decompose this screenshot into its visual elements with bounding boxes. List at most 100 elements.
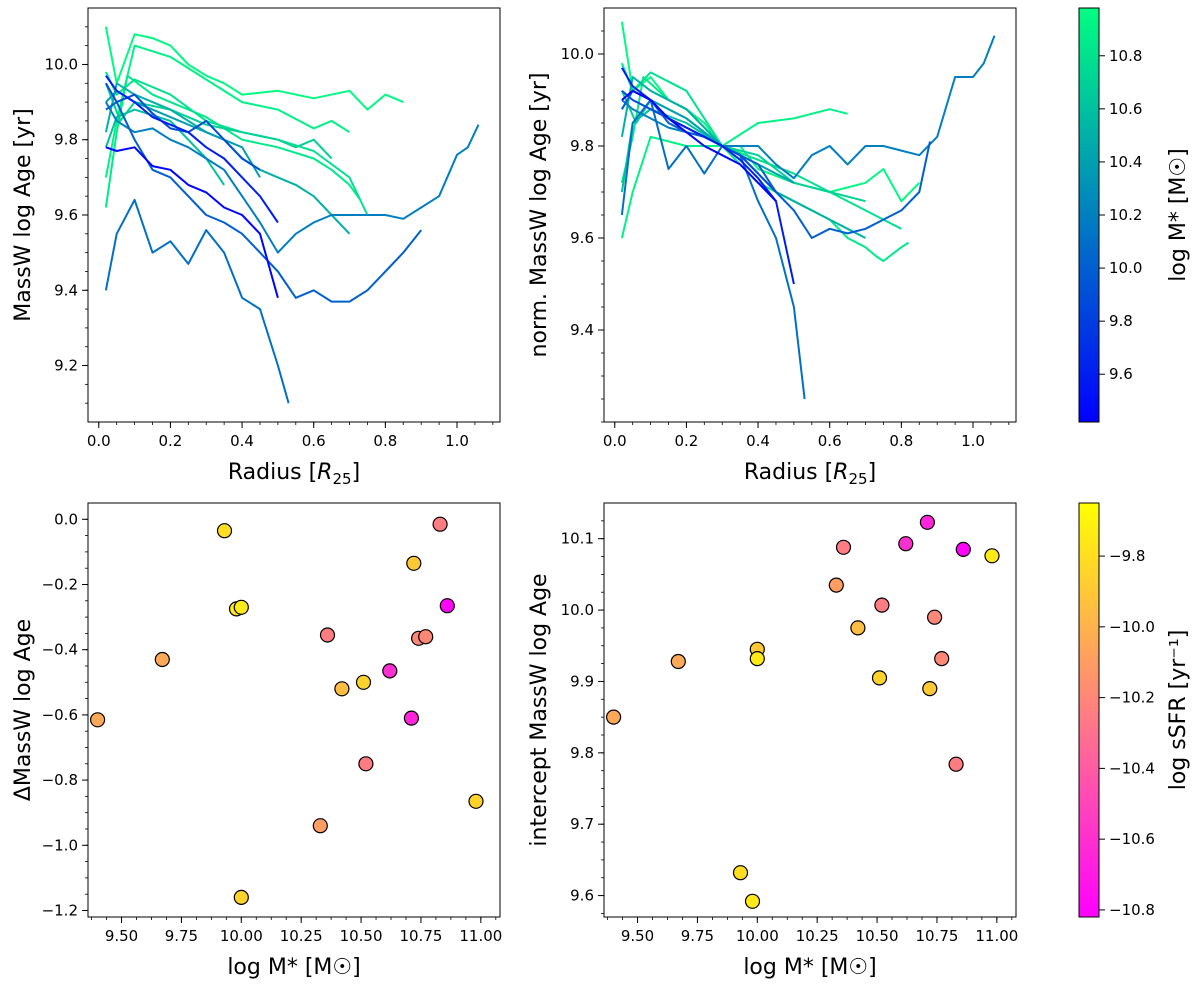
series-line-g12	[105, 82, 261, 171]
x-tick-label: 0.4	[230, 432, 254, 450]
scatter-point	[984, 548, 1000, 564]
colorbar-mass: 9.6 9.8 10.0 10.2 10.4 10.6 10.8 log M* [M☉]	[1078, 7, 1191, 423]
scatter-point	[934, 650, 950, 667]
y-tick-label: −1.0	[42, 836, 78, 854]
x-tick-label: 9.50	[621, 927, 654, 945]
y-axis-label: norm. MassW log Age [yr]	[527, 73, 552, 358]
scatter-point	[919, 514, 936, 530]
y-tick-label: 9.9	[570, 672, 594, 690]
y-tick-label: 9.8	[570, 744, 594, 762]
series-line-g09	[105, 101, 480, 254]
x-tick-label: 10.75	[915, 927, 958, 945]
panel-mass-intercept-age: 9.50 9.75 10.00 10.25 10.50 10.75 11.00 9.6 9.7 9…	[527, 502, 1018, 980]
colorbar-tick-label: 10.8	[1109, 47, 1142, 65]
scatter-point	[898, 536, 914, 552]
x-tick-label: 9.50	[105, 927, 138, 945]
x-tick-label: 9.75	[165, 927, 198, 945]
scatter-point	[948, 756, 964, 772]
x-tick-label: 0.8	[889, 432, 913, 450]
series-line-g05	[104, 82, 333, 160]
colorbar-tick-label: 10.6	[1109, 100, 1142, 118]
scatter-point	[922, 680, 938, 697]
scatter-point	[154, 651, 170, 668]
colorbar-tick-label: −10.6	[1109, 830, 1155, 848]
x-tick-label: 10.00	[220, 927, 263, 945]
x-tick-label: 0.2	[158, 432, 182, 450]
x-axis-label: log M* [M☉]	[227, 955, 360, 980]
panel-mass-delta-age: 9.50 9.75 10.00 10.25 10.50 10.75 11.00 −1.2 −1.…	[11, 502, 502, 980]
scatter-point	[319, 627, 336, 643]
y-axis-label: MassW log Age [yr]	[11, 108, 36, 321]
colorbar-tick-label: −10.2	[1109, 689, 1155, 707]
x-tick-label: 10.75	[399, 927, 442, 945]
colorbar-label: log sSFR [yr⁻¹]	[1166, 630, 1191, 791]
series-line-g13	[105, 75, 279, 224]
y-tick-label: −0.8	[42, 771, 78, 789]
scatter-point	[403, 710, 419, 726]
series-line-g09	[621, 35, 996, 180]
plot-area	[87, 502, 501, 918]
x-tick-label: 0.6	[818, 432, 842, 450]
x-tick-label: 10.50	[340, 927, 383, 945]
y-axis-label: ΔMassW log Age	[11, 619, 36, 801]
scatter-point	[406, 555, 422, 571]
x-tick-label: 0.0	[87, 432, 111, 450]
y-tick-label: −0.6	[42, 706, 78, 724]
plot-area	[87, 7, 501, 423]
x-tick-label: 0.0	[603, 432, 627, 450]
series-line-g14	[621, 89, 777, 202]
y-tick-label: 9.8	[570, 137, 594, 155]
y-tick-label: −0.2	[42, 575, 78, 593]
series-line-g14	[105, 146, 279, 299]
colorbar-tick-label: 9.6	[1109, 365, 1133, 383]
scatter-point	[382, 663, 398, 679]
y-tick-label: −1.2	[42, 901, 78, 919]
scatter-point	[926, 609, 943, 625]
scatter-point	[334, 681, 350, 697]
scatter-point	[233, 889, 249, 906]
scatter-point	[355, 674, 372, 690]
x-axis-label: log M* [M☉]	[743, 955, 876, 980]
colorbar-tick-label: −9.8	[1109, 547, 1145, 565]
scatter-point	[744, 893, 761, 909]
x-tick-label: 1.0	[961, 432, 985, 450]
x-tick-label: 0.6	[302, 432, 326, 450]
scatter-point	[871, 670, 888, 686]
scatter-point	[605, 709, 622, 725]
scatter-point	[670, 653, 686, 670]
y-tick-label: 10.0	[561, 601, 594, 619]
scatter-point	[216, 523, 233, 539]
series-line-g04	[620, 62, 902, 230]
series-line-g11	[105, 101, 422, 303]
scatter-point	[828, 577, 844, 593]
x-tick-label: 11.00	[975, 927, 1018, 945]
scatter-point	[432, 516, 448, 532]
data-layer	[605, 514, 1000, 909]
scatter-point	[955, 541, 971, 558]
colorbar-label: log M* [M☉]	[1166, 148, 1191, 281]
scatter-point	[850, 620, 866, 636]
plot-area	[603, 502, 1017, 918]
data-layer	[104, 26, 480, 404]
y-tick-label: 9.2	[54, 357, 78, 375]
series-line-g10	[620, 99, 806, 400]
y-tick-label: 0.0	[54, 510, 78, 528]
scatter-point	[358, 756, 374, 772]
x-tick-label: 10.25	[796, 927, 839, 945]
data-layer	[620, 21, 996, 400]
y-tick-label: 9.7	[570, 815, 594, 833]
plot-area	[603, 7, 1017, 423]
panel-radius-age: 0.0 0.2 0.4 0.6 0.8 1.0 9.2 9.4 9.6 9.8 10.0 Radius…	[11, 7, 501, 488]
x-tick-label: 0.8	[373, 432, 397, 450]
series-line-g13	[621, 67, 795, 285]
colorbar-tick-label: 9.8	[1109, 312, 1133, 330]
y-tick-label: 10.1	[561, 530, 594, 548]
y-tick-label: 9.6	[54, 206, 78, 224]
colorbar-tick-label: 10.4	[1109, 153, 1142, 171]
scatter-point	[732, 865, 749, 881]
x-tick-label: 11.00	[459, 927, 502, 945]
scatter-point	[874, 597, 890, 613]
data-layer	[89, 516, 484, 906]
y-tick-label: 9.4	[54, 281, 78, 299]
